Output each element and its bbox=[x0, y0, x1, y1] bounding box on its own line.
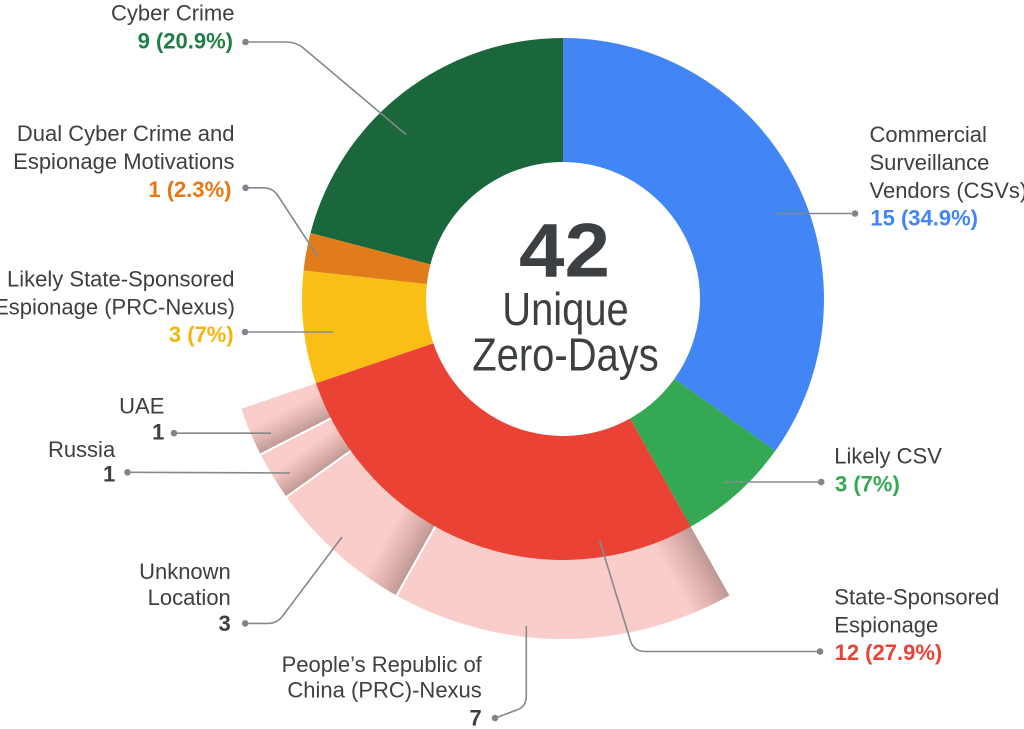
svg-text:1 (2.3%): 1 (2.3%) bbox=[148, 177, 231, 202]
svg-text:42: 42 bbox=[519, 209, 610, 294]
svg-text:Commercial: Commercial bbox=[870, 122, 987, 147]
svg-text:Surveillance: Surveillance bbox=[870, 150, 990, 175]
svg-text:Likely CSV: Likely CSV bbox=[834, 444, 942, 469]
svg-text:Espionage: Espionage bbox=[834, 612, 938, 637]
svg-text:Espionage Motivations: Espionage Motivations bbox=[13, 149, 234, 174]
svg-text:Likely State-Sponsored: Likely State-Sponsored bbox=[7, 266, 234, 291]
svg-text:1: 1 bbox=[152, 420, 164, 445]
svg-text:People’s Republic of: People’s Republic of bbox=[282, 652, 483, 677]
svg-text:Zero-Days: Zero-Days bbox=[472, 329, 659, 381]
svg-text:3: 3 bbox=[219, 611, 231, 636]
svg-text:Cyber Crime: Cyber Crime bbox=[111, 0, 234, 25]
svg-text:12 (27.9%): 12 (27.9%) bbox=[835, 640, 943, 665]
svg-text:China (PRC)-Nexus: China (PRC)-Nexus bbox=[287, 678, 481, 703]
svg-text:Dual Cyber Crime and: Dual Cyber Crime and bbox=[17, 121, 235, 146]
svg-text:9 (20.9%): 9 (20.9%) bbox=[138, 28, 233, 53]
svg-text:Russia: Russia bbox=[48, 437, 116, 462]
svg-text:Vendors (CSVs): Vendors (CSVs) bbox=[870, 178, 1024, 203]
svg-text:Location: Location bbox=[148, 585, 231, 610]
svg-text:3 (7%): 3 (7%) bbox=[835, 472, 900, 497]
svg-text:Unknown: Unknown bbox=[139, 559, 231, 584]
svg-text:1: 1 bbox=[103, 462, 115, 487]
svg-text:Unique: Unique bbox=[502, 283, 629, 335]
svg-text:State-Sponsored: State-Sponsored bbox=[834, 584, 999, 609]
svg-text:3 (7%): 3 (7%) bbox=[169, 322, 234, 347]
svg-text:Espionage (PRC-Nexus): Espionage (PRC-Nexus) bbox=[0, 294, 235, 319]
svg-text:UAE: UAE bbox=[119, 393, 164, 418]
svg-text:7: 7 bbox=[470, 706, 482, 729]
svg-text:15 (34.9%): 15 (34.9%) bbox=[870, 206, 978, 231]
